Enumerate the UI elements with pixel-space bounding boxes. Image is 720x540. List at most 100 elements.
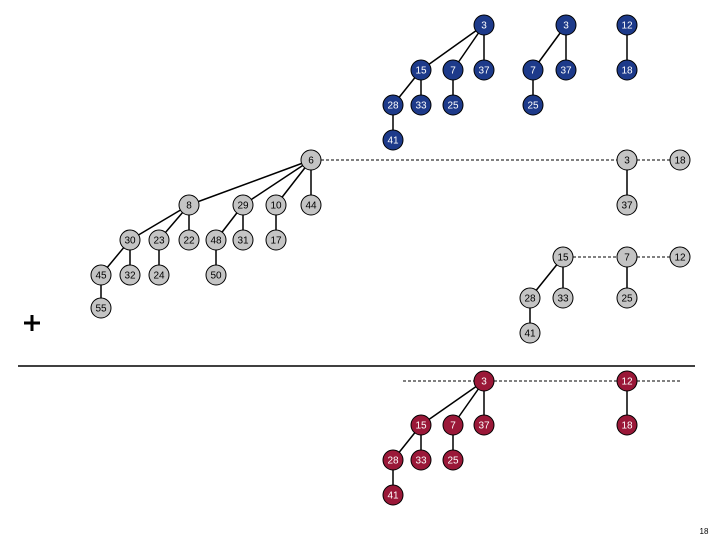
- node-key: 24: [153, 271, 165, 282]
- tree-edge: [188, 159, 312, 206]
- node-key: 25: [527, 101, 539, 112]
- heap-node: [410, 59, 432, 81]
- node-key: 18: [621, 421, 633, 432]
- node-key: 25: [621, 294, 633, 305]
- heap-node: [442, 449, 464, 471]
- heap-node: [552, 287, 574, 309]
- heap-node: [178, 194, 200, 216]
- node-key: 37: [560, 66, 572, 77]
- node-key: 25: [447, 456, 459, 467]
- heap-node: [473, 59, 495, 81]
- node-key: 12: [674, 253, 686, 264]
- heap-node: [90, 297, 112, 319]
- node-key: 3: [481, 377, 487, 388]
- node-key: 41: [387, 136, 399, 147]
- node-key: 3: [481, 21, 487, 32]
- heap-node: [90, 264, 112, 286]
- node-key: 6: [308, 156, 314, 167]
- node-key: 3: [563, 21, 569, 32]
- node-key: 7: [450, 421, 456, 432]
- plus-sign: [24, 315, 40, 331]
- node-key: 15: [557, 253, 569, 264]
- heap-node: [616, 194, 638, 216]
- node-key: 12: [621, 21, 633, 32]
- heap-node: [473, 14, 495, 36]
- heap-node: [382, 484, 404, 506]
- node-key: 48: [210, 236, 222, 247]
- heap-node: [442, 59, 464, 81]
- node-key: 33: [415, 456, 427, 467]
- heap-node: [148, 264, 170, 286]
- heap-node: [410, 414, 432, 436]
- node-key: 15: [415, 66, 427, 77]
- node-key: 37: [621, 201, 633, 212]
- node-key: 12: [621, 377, 633, 388]
- node-key: 25: [447, 101, 459, 112]
- heap-node: [442, 414, 464, 436]
- heap-node: [119, 264, 141, 286]
- heap-node: [522, 94, 544, 116]
- heap-node: [232, 229, 254, 251]
- heap-node: [232, 194, 254, 216]
- heap-node: [473, 414, 495, 436]
- node-key: 29: [237, 201, 249, 212]
- heap-node: [265, 194, 287, 216]
- page-number: 18: [700, 527, 709, 536]
- heap-node: [669, 149, 691, 171]
- heap-node: [473, 370, 495, 392]
- heap-node: [519, 287, 541, 309]
- node-key: 18: [674, 156, 686, 167]
- heap-node: [205, 264, 227, 286]
- node-key: 30: [124, 236, 136, 247]
- node-key: 41: [524, 329, 536, 340]
- node-key: 37: [478, 421, 490, 432]
- heap-node: [519, 322, 541, 344]
- tree-edge: [129, 204, 190, 241]
- heap-node: [616, 149, 638, 171]
- node-key: 8: [186, 201, 192, 212]
- node-key: 32: [124, 271, 136, 282]
- node-key: 3: [624, 156, 630, 167]
- heap-node: [616, 370, 638, 392]
- heap-node: [382, 94, 404, 116]
- node-key: 18: [621, 66, 633, 77]
- heap-node: [119, 229, 141, 251]
- heap-node: [442, 94, 464, 116]
- heap-node: [555, 59, 577, 81]
- heap-node: [382, 449, 404, 471]
- node-key: 23: [153, 236, 165, 247]
- tree-edge: [420, 380, 485, 426]
- node-key: 45: [95, 271, 107, 282]
- heap-node: [552, 246, 574, 268]
- heap-node: [265, 229, 287, 251]
- heap-node: [669, 246, 691, 268]
- heap-node: [178, 229, 200, 251]
- heap-node: [522, 59, 544, 81]
- node-key: 31: [237, 236, 249, 247]
- node-key: 7: [624, 253, 630, 264]
- heap-node: [555, 14, 577, 36]
- node-key: 33: [415, 101, 427, 112]
- node-key: 7: [530, 66, 536, 77]
- node-key: 41: [387, 491, 399, 502]
- heap-node: [616, 287, 638, 309]
- node-key: 15: [415, 421, 427, 432]
- node-key: 37: [478, 66, 490, 77]
- node-key: 28: [387, 456, 399, 467]
- tree-edge: [242, 159, 312, 206]
- heap-node: [382, 129, 404, 151]
- node-key: 17: [270, 236, 282, 247]
- node-key: 28: [524, 294, 536, 305]
- heap-node: [205, 229, 227, 251]
- node-key: 28: [387, 101, 399, 112]
- node-key: 10: [270, 201, 282, 212]
- tree-edge: [420, 24, 485, 71]
- node-key: 55: [95, 304, 107, 315]
- heap-node: [300, 149, 322, 171]
- node-key: 33: [557, 294, 569, 305]
- heap-node: [148, 229, 170, 251]
- heap-node: [616, 14, 638, 36]
